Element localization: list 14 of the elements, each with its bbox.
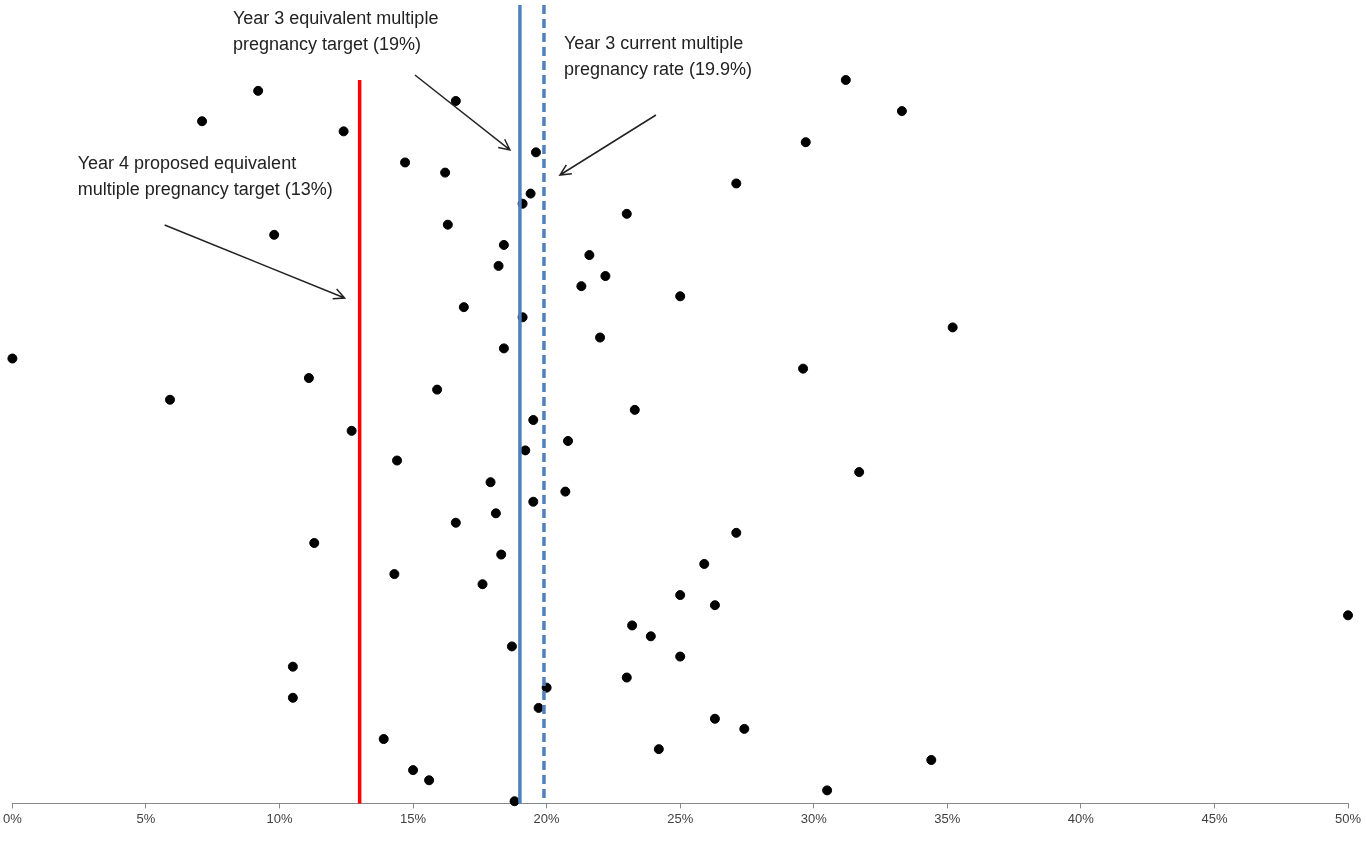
x-tick-label: 45%	[1201, 810, 1228, 826]
x-tick-label: 15%	[400, 810, 427, 826]
x-tick-label: 20%	[533, 810, 561, 826]
ref-line-label: Year 3 equivalent multiple pregnancy target (19%)	[232, 7, 440, 56]
ref-line-label: Year 3 current multiple pregnancy rate (19.9%)	[563, 32, 754, 81]
x-tick-label: 5%	[136, 810, 156, 826]
x-tick-label: 10%	[266, 810, 293, 826]
ref-line-label: Year 4 proposed equivalent multiple pregnancy target (13%)	[77, 152, 334, 201]
x-tick-label: 0%	[3, 810, 23, 826]
x-tick-label: 30%	[800, 810, 828, 826]
x-tick-label: 35%	[934, 810, 961, 826]
x-tick-label: 25%	[667, 810, 694, 826]
x-tick-label: 40%	[1067, 810, 1095, 826]
x-tick-label: 50%	[1334, 810, 1362, 826]
